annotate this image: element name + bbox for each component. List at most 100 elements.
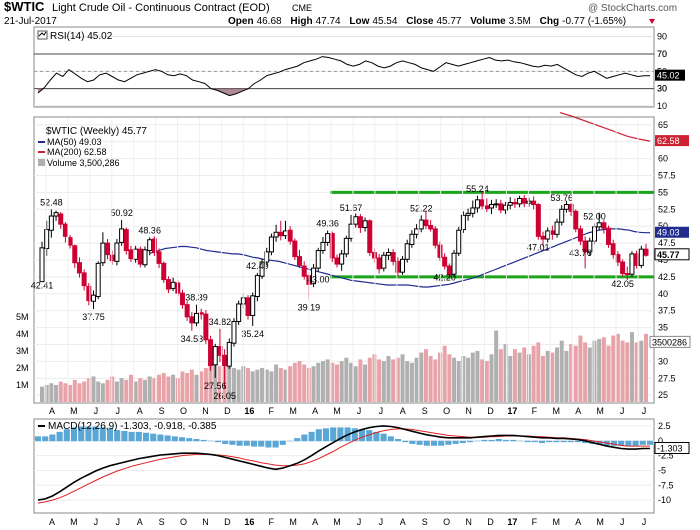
candle-body <box>76 262 82 274</box>
macd-tick-label: 2.5 <box>658 421 671 431</box>
rsi-title: RSI(14) 45.02 <box>50 31 113 42</box>
volume-bar <box>180 371 185 402</box>
macd-histogram-bar <box>524 440 531 443</box>
macd-x-tick-label: J <box>94 517 99 527</box>
volume-bar <box>288 366 293 402</box>
candle-body <box>189 316 195 324</box>
volume-bar <box>58 381 63 402</box>
x-tick-label: D <box>224 406 231 416</box>
volume-bar <box>86 378 91 402</box>
macd-histogram-bar <box>56 431 63 442</box>
volume-bar <box>517 352 522 402</box>
candle-body <box>638 248 644 266</box>
volume-bar <box>292 362 297 402</box>
candle-body <box>442 256 448 267</box>
x-tick-label: A <box>312 406 318 416</box>
macd-histogram-bar <box>222 440 229 444</box>
x-tick-label: N <box>202 406 209 416</box>
candle-body <box>606 227 612 245</box>
volume-bar <box>405 361 410 402</box>
macd-histogram-bar <box>466 440 474 443</box>
instrument-name: Light Crude Oil - Continuous Contract (E… <box>52 2 270 14</box>
ma200-line <box>559 112 651 142</box>
macd-histogram-bar <box>171 436 178 442</box>
volume-bar <box>466 357 471 402</box>
volume-bar <box>231 367 236 402</box>
price-annotation: 43.76 <box>569 248 592 258</box>
macd-x-tick-label: A <box>400 517 406 527</box>
x-tick-label: J <box>357 406 362 416</box>
macd-histogram-bar <box>34 436 42 442</box>
close-last-value: 45.77 <box>657 250 680 260</box>
macd-x-tick-label: N <box>202 517 209 527</box>
x-tick-label: 17 <box>507 406 517 416</box>
volume-bar <box>377 359 382 402</box>
volume-bar <box>96 381 101 402</box>
symbol: $WTIC <box>4 0 45 14</box>
volume-bar <box>236 369 241 402</box>
candle-body <box>460 214 466 231</box>
macd-histogram-bar <box>99 427 106 442</box>
macd-histogram-bar <box>574 440 582 443</box>
candle-body <box>86 285 92 302</box>
candle-body <box>381 254 387 269</box>
macd-x-tick-label: 16 <box>244 517 254 527</box>
volume-bar <box>367 357 372 402</box>
candle-body <box>376 257 382 270</box>
macd-x-tick-label: D <box>487 517 494 527</box>
price-tick-label: 27.5 <box>658 373 676 383</box>
macd-histogram-bar <box>301 434 308 442</box>
candle-body <box>278 231 284 237</box>
candle-body <box>531 200 537 206</box>
macd-histogram-bar <box>445 440 452 445</box>
open-value: 46.68 <box>257 16 282 27</box>
volume-bar <box>578 335 583 402</box>
volume-tick-label: 2M <box>16 363 29 373</box>
macd-tick-label: -5 <box>658 465 666 475</box>
volume-bar <box>147 376 152 402</box>
price-tick-label: 60 <box>658 154 668 164</box>
rsi-last-value: 45.02 <box>657 71 680 81</box>
macd-histogram-bar <box>178 437 186 442</box>
macd-histogram-bar <box>330 427 337 442</box>
macd-title: MACD(12,26,9) -1.303, -0.918, -0.385 <box>48 421 217 432</box>
volume-bar <box>564 350 569 402</box>
candle-body <box>568 204 574 212</box>
candle-body <box>250 295 256 316</box>
high-label: High <box>290 16 312 27</box>
candle-body <box>512 202 518 205</box>
candle-body <box>212 346 218 366</box>
price-annotation: 38.39 <box>185 293 208 303</box>
candle-body <box>624 273 630 276</box>
candle-body <box>451 252 457 275</box>
volume-last-value-box <box>649 335 691 348</box>
volume-bar <box>391 359 396 402</box>
price-tick-label: 37.5 <box>658 306 676 316</box>
price-tick-label: 50 <box>658 221 668 231</box>
price-annotation: 42.49 <box>246 261 269 271</box>
candle-body <box>128 249 134 260</box>
price-tick-label: 52.5 <box>658 204 676 214</box>
macd-histogram-bar <box>157 434 164 442</box>
volume-bar <box>246 367 251 402</box>
volume-bar <box>91 376 96 402</box>
macd-histogram-bar <box>279 440 286 445</box>
candle-body <box>100 242 106 264</box>
macd-histogram-bar <box>85 426 92 442</box>
candle-body <box>297 256 303 266</box>
macd-x-tick-label: D <box>224 517 231 527</box>
candle-body <box>503 204 509 211</box>
macd-x-tick-label: A <box>137 517 143 527</box>
macd-x-tick-label: F <box>269 517 275 527</box>
x-tick-label: M <box>553 406 561 416</box>
price-tick-label: 40 <box>658 289 668 299</box>
candle-body <box>151 238 157 254</box>
candle-body <box>39 247 45 283</box>
candle-body <box>488 204 494 209</box>
candle-body <box>610 243 616 256</box>
candle-body <box>456 229 462 254</box>
volume-bar <box>540 356 545 402</box>
candle-body <box>44 229 50 250</box>
volume-bar <box>157 374 162 402</box>
volume-bar <box>320 361 325 402</box>
